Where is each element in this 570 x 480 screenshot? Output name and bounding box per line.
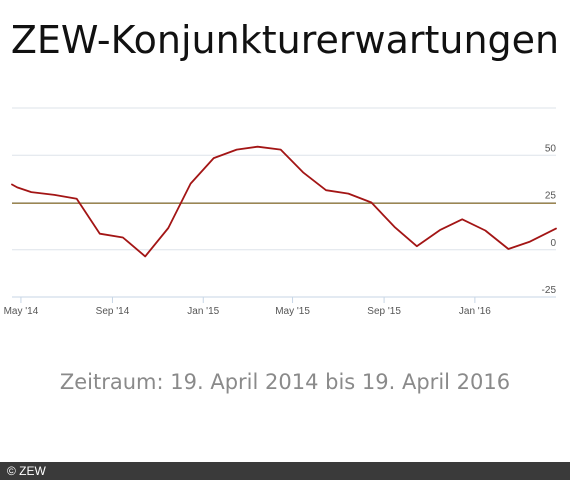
line-chart: 50 25 0 -25 May '14 Sep '14 Jan '15 May '15 Sep…	[4, 107, 557, 317]
x-tick-label: May '14	[4, 306, 39, 317]
x-tick-label: Jan '15	[187, 306, 219, 317]
y-tick-labels: 50 25 0 -25	[542, 143, 557, 296]
x-tick-label: May '15	[275, 306, 310, 317]
x-axis: May '14 Sep '14 Jan '15 May '15 Sep '15 Jan '…	[4, 296, 556, 317]
y-tick-label: -25	[542, 285, 557, 296]
grid-lines	[12, 107, 556, 251]
x-tick-label: Jan '16	[459, 306, 491, 317]
x-tick-label: Sep '14	[96, 306, 130, 317]
series-group	[11, 145, 557, 258]
y-tick-label: 50	[545, 143, 557, 154]
y-tick-label: 0	[550, 238, 556, 249]
series-line	[11, 145, 557, 258]
x-tick-label: Sep '15	[367, 306, 401, 317]
period-subtitle: Zeitraum: 19. April 2014 bis 19. April 2…	[59, 370, 511, 394]
copyright-bar: © ZEW	[0, 462, 570, 480]
chart-title: ZEW-Konjunkturerwartungen	[10, 18, 560, 62]
y-tick-label: 25	[545, 191, 557, 202]
